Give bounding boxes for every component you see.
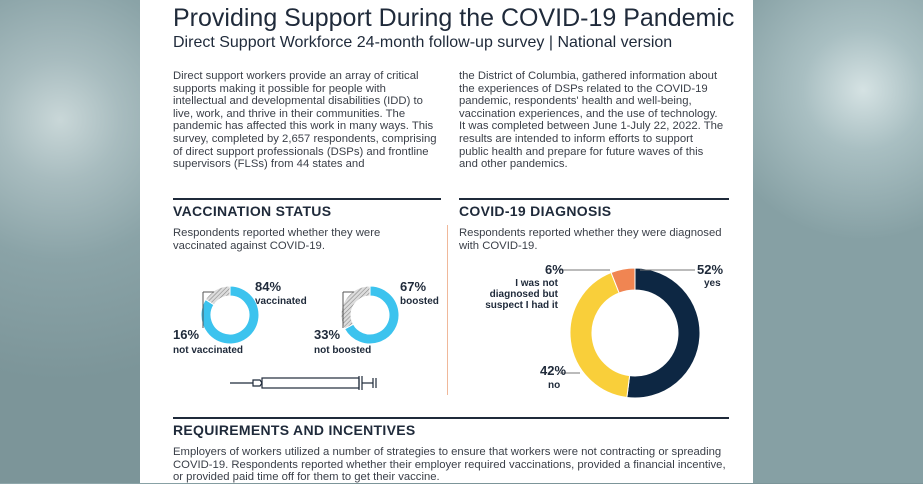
intro-right: the District of Columbia, gathered infor… [459, 70, 724, 171]
background-image [753, 0, 923, 483]
divider [173, 198, 441, 200]
divider [173, 417, 729, 419]
yes-pct: 52% [697, 262, 724, 277]
not-vaccinated-pct: 16% [173, 327, 200, 342]
document-page: Providing Support During the COVID-19 Pa… [140, 0, 753, 483]
no-label: no [548, 380, 561, 391]
suspect-slice [610, 267, 636, 294]
vaccinated-pct: 84% [255, 279, 282, 294]
vaccination-desc: Respondents reported whether they were v… [173, 227, 381, 252]
boosted-slice [343, 285, 400, 345]
suspect-label: I was not diagnosed but suspect I had it [485, 278, 558, 311]
divider [459, 198, 729, 200]
boosted-label: boosted [400, 296, 439, 307]
page-subtitle: Direct Support Workforce 24-month follow… [173, 34, 673, 51]
no-pct: 42% [540, 363, 567, 378]
no-slice [569, 271, 631, 399]
diagnosis-desc: Respondents reported whether they were d… [459, 227, 722, 252]
diagnosis-donut [569, 267, 701, 399]
not-boosted-pct: 33% [314, 327, 341, 342]
charts-svg [200, 267, 701, 399]
diagnosis-heading: COVID-19 DIAGNOSIS [459, 203, 612, 219]
suspect-pct: 6% [545, 262, 564, 277]
not-boosted-label: not boosted [314, 345, 372, 356]
syringe-icon [230, 376, 377, 390]
vaccinated-label: vaccinated [255, 296, 307, 307]
requirements-heading: REQUIREMENTS AND INCENTIVES [173, 422, 416, 438]
not-vaccinated-slice [204, 285, 231, 306]
vaccinated-donut [200, 285, 260, 345]
not-vaccinated-label: not vaccinated [173, 345, 244, 356]
yes-label: yes [704, 278, 721, 289]
boosted-donut [340, 285, 400, 345]
vaccination-heading: VACCINATION STATUS [173, 203, 332, 219]
intro-left: Direct support workers provide an array … [173, 70, 437, 171]
column-divider [447, 225, 448, 395]
boosted-pct: 67% [400, 279, 427, 294]
requirements-desc: Employers of workers utilized a number o… [173, 446, 726, 484]
yes-slice [626, 267, 701, 399]
page-title: Providing Support During the COVID-19 Pa… [173, 4, 735, 32]
not-boosted-slice [340, 285, 371, 330]
